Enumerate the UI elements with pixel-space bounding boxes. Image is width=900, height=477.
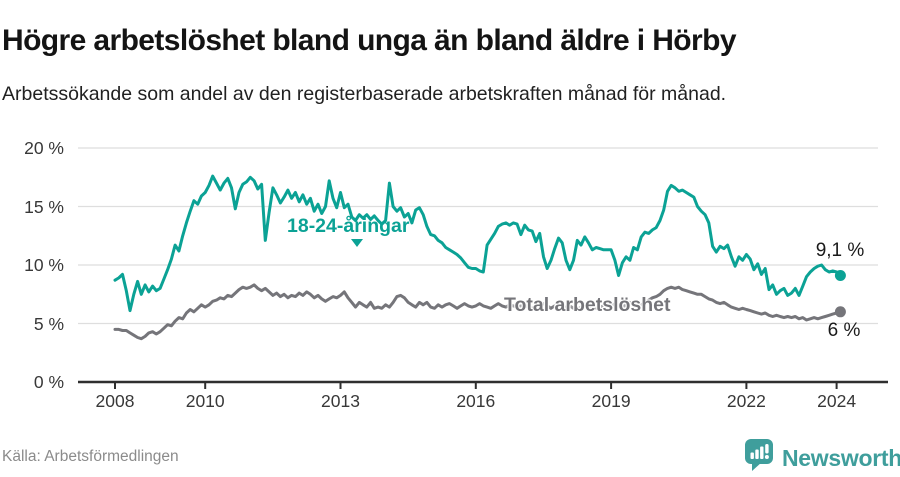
x-axis-tick-label: 2008 — [95, 391, 135, 411]
x-axis-tick-label: 2016 — [456, 391, 496, 411]
source-note: Källa: Arbetsförmedlingen — [2, 448, 179, 465]
x-axis-tick-label: 2010 — [185, 391, 225, 411]
x-axis-tick-label: 2022 — [726, 391, 766, 411]
youth-end-value-label: 9,1 % — [815, 240, 865, 261]
newsworthy-wordmark: Newsworthy — [782, 444, 900, 471]
page-title: Högre arbetslöshet bland unga än bland ä… — [2, 24, 737, 58]
x-axis-tick-label: 2013 — [321, 391, 360, 411]
x-axis-tick-label: 2024 — [817, 391, 857, 411]
newsworthy-speech-bubble-chart-icon — [744, 438, 775, 477]
total-series-line — [113, 283, 842, 341]
y-axis-tick-label: 20 % — [24, 138, 64, 158]
y-axis-tick-label: 0 % — [33, 372, 64, 392]
total-end-value-label: 6 % — [827, 320, 861, 341]
youth-series-end-dot — [834, 270, 846, 281]
y-axis-tick-label: 10 % — [24, 255, 64, 275]
total-series-end-dot — [834, 306, 846, 318]
youth-series-line — [113, 174, 842, 313]
label-pointer-icon — [351, 239, 363, 247]
youth-series-label: 18-24-åringar — [287, 215, 410, 237]
page-subtitle: Arbetssökande som andel av den registerb… — [2, 82, 727, 105]
total-series-label: Total arbetslöshet — [504, 294, 671, 316]
x-axis-tick-label: 2019 — [591, 391, 631, 411]
newsworthy-logo: Newsworthy — [744, 438, 900, 477]
y-axis-tick-label: 5 % — [33, 313, 64, 334]
y-axis-tick-label: 15 % — [24, 196, 64, 217]
